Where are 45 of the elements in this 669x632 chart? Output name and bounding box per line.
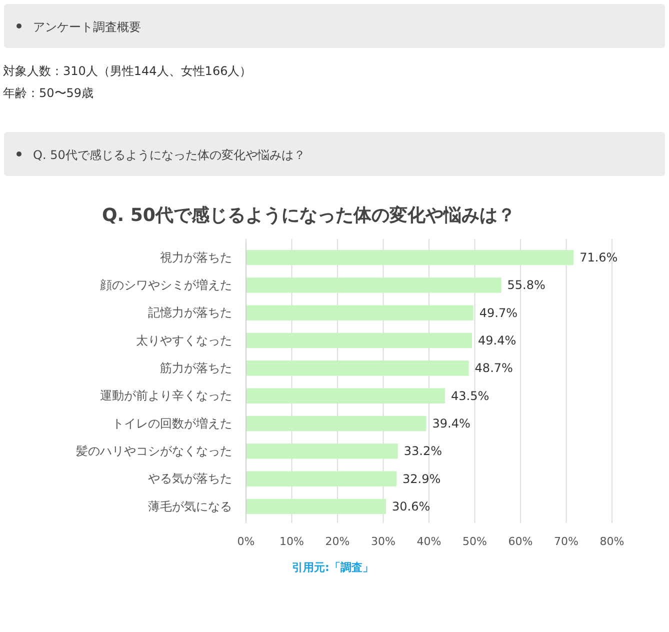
- bar: [246, 444, 398, 459]
- x-tick-label: 30%: [371, 534, 396, 548]
- bar: [246, 416, 426, 432]
- x-tick-label: 40%: [416, 534, 442, 548]
- x-tick-label: 80%: [600, 534, 624, 548]
- bar: [246, 360, 469, 376]
- bar: [246, 332, 472, 348]
- text: 引用元:「調査」: [292, 561, 374, 574]
- x-tick-label: 0%: [237, 534, 255, 548]
- x-tick-label: 10%: [280, 534, 304, 548]
- data-label: 30.6%: [392, 499, 430, 514]
- data-label: 49.7%: [479, 306, 518, 320]
- y-tick-label: やる気が落ちた: [148, 472, 232, 486]
- y-tick-label: 記憶力が落ちた: [148, 306, 232, 320]
- x-tick-label: 50%: [462, 534, 487, 548]
- data-label: 43.5%: [451, 388, 490, 403]
- x-tick-label: 60%: [508, 534, 533, 548]
- bar: [246, 305, 474, 320]
- y-tick-label: 顔のシワやシミが増えた: [100, 278, 232, 292]
- y-tick-label: 運動が前より辛くなった: [100, 388, 232, 403]
- data-label: 55.8%: [507, 278, 546, 292]
- text: 対象人数：310人（男性144人、女性166人）: [3, 64, 252, 78]
- bar: [246, 278, 502, 293]
- y-tick-label: 筋力が落ちた: [160, 361, 232, 376]
- data-label: 39.4%: [432, 416, 470, 430]
- y-tick-label: 視力が落ちた: [160, 250, 232, 264]
- bar: [246, 388, 446, 404]
- x-tick-label: 70%: [554, 534, 578, 548]
- text: Q. 50代で感じるようになった体の変化や悩みは？: [33, 148, 306, 162]
- y-tick-label: トイレの回数が増えた: [112, 416, 232, 430]
- data-label: 32.9%: [402, 472, 441, 486]
- data-label: 33.2%: [404, 444, 442, 458]
- text: アンケート調査概要: [33, 20, 141, 34]
- text: 年齢：50〜59歳: [3, 86, 94, 100]
- bar: [246, 250, 574, 266]
- x-tick-label: 20%: [325, 534, 350, 548]
- bar: [246, 498, 386, 514]
- bar: [246, 471, 397, 486]
- y-tick-label: 太りやすくなった: [136, 333, 232, 348]
- y-tick-label: 薄毛が気になる: [148, 499, 232, 514]
- y-tick-label: 髪のハリやコシがなくなった: [76, 444, 232, 458]
- chart-title: Q. 50代で感じるようになった体の変化や悩みは？: [102, 205, 516, 226]
- data-label: 71.6%: [580, 250, 618, 265]
- data-label: 49.4%: [478, 334, 516, 348]
- data-label: 48.7%: [474, 361, 513, 376]
